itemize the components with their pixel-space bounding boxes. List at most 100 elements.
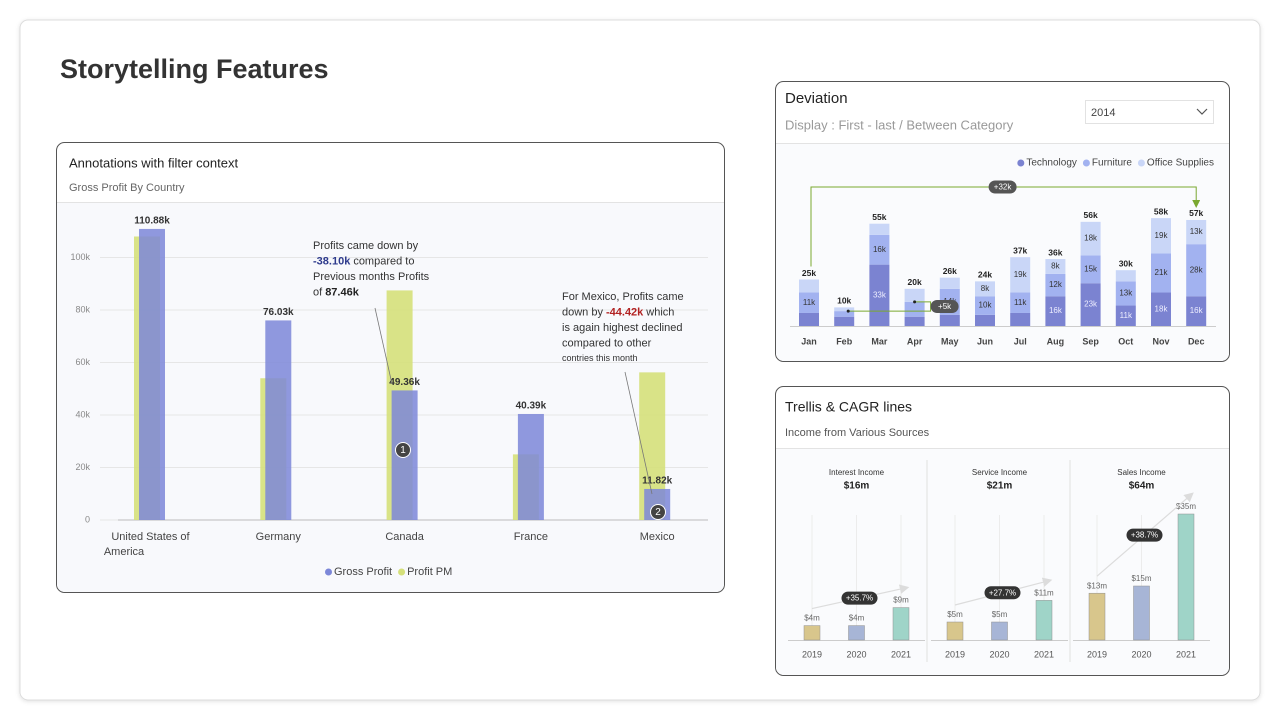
x-tick-label: Germany — [256, 531, 302, 543]
segment-label: 8k — [981, 284, 990, 293]
chart-subtitle: Gross Profit By Country — [69, 182, 185, 194]
annotation-part: contries this month — [562, 353, 638, 363]
data-label: $15m — [1131, 574, 1151, 583]
panel-title: Sales Income — [1117, 468, 1166, 477]
filter-value: 2014 — [1091, 107, 1115, 119]
bar — [1177, 513, 1195, 641]
x-tick-label: Mar — [871, 336, 888, 346]
bar-segment — [1186, 244, 1207, 297]
segment-label: 11k — [1014, 298, 1027, 307]
annotation-text: For Mexico, Profits came — [562, 291, 684, 303]
cagr-label: +27.7% — [989, 588, 1016, 597]
cagr-label: +35.7% — [846, 594, 873, 603]
x-tick-label: United States of America — [104, 531, 193, 558]
x-tick-label: 2020 — [989, 649, 1009, 659]
y-tick-label: 0 — [85, 514, 90, 524]
panel-title: Interest Income — [829, 468, 885, 477]
total-label: 56k — [1084, 210, 1098, 220]
legend-marker — [1017, 159, 1025, 167]
data-label: 49.36k — [389, 377, 420, 388]
segment-label: 11k — [803, 298, 816, 307]
annotation-part: 87.46k — [325, 286, 360, 298]
x-tick-label: Sep — [1082, 336, 1099, 346]
chart-title: Annotations with filter context — [69, 155, 238, 170]
segment-label: 19k — [1014, 270, 1028, 279]
annotation-text: is again highest declined — [562, 322, 682, 334]
bar-segment — [834, 316, 855, 326]
bar — [848, 625, 865, 641]
segment-label: 21k — [1155, 268, 1169, 277]
data-label: 11.82k — [642, 476, 672, 487]
y-tick-label: 40k — [75, 409, 90, 419]
bar-segment — [904, 301, 925, 317]
legend-label: Technology — [1026, 158, 1077, 169]
x-tick-label: 2021 — [1176, 649, 1196, 659]
segment-label: 12k — [1049, 280, 1063, 289]
bar-segment — [1080, 283, 1101, 326]
total-label: 37k — [1013, 245, 1027, 255]
legend-label: Office Supplies — [1147, 158, 1214, 169]
x-tick-label: Jul — [1014, 336, 1027, 346]
annotation-part: Previous months Profits — [313, 271, 430, 283]
bar-segment — [1080, 221, 1101, 256]
y-tick-label: 80k — [75, 304, 90, 314]
bar — [139, 228, 165, 520]
segment-label: 13k — [1119, 289, 1133, 298]
annotation-leader — [624, 371, 653, 495]
segment-label: 13k — [1190, 227, 1204, 236]
deviation-point — [913, 300, 917, 304]
bar-segment — [834, 311, 855, 317]
x-tick-label: Oct — [1118, 336, 1133, 346]
total-label: 26k — [943, 266, 957, 276]
x-tick-label: 2021 — [1034, 649, 1054, 659]
annotation-part: is again highest declined — [562, 322, 682, 334]
data-label: $5m — [992, 610, 1008, 619]
bar-segment — [904, 288, 925, 302]
data-label: 40.39k — [516, 401, 547, 412]
segment-label: 16k — [873, 245, 887, 254]
annotation-marker-label: 1 — [400, 445, 406, 456]
annotation-part: which — [645, 306, 674, 318]
x-tick-label: Mexico — [640, 531, 675, 543]
x-tick-label: 2021 — [891, 649, 911, 659]
annotation-leader — [374, 307, 393, 385]
bar-segment — [1045, 273, 1066, 297]
bar — [265, 320, 292, 520]
total-label: 24k — [978, 270, 992, 280]
bar-segment — [1186, 219, 1207, 245]
bar — [517, 413, 544, 520]
x-tick-label: Apr — [907, 336, 923, 346]
panel-total: $21m — [987, 481, 1013, 492]
bar-segment — [939, 314, 960, 326]
chart-subtitle: Income from Various Sources — [785, 427, 930, 439]
bar-segment — [975, 296, 995, 315]
annotation-part: compared to other — [562, 337, 652, 349]
total-label: 36k — [1048, 247, 1062, 257]
chart-title: Deviation — [785, 90, 848, 107]
annotation-text: Previous months Profits — [313, 271, 430, 283]
segment-label: 10k — [979, 301, 993, 310]
panel-title: Service Income — [972, 468, 1028, 477]
segment-label: 23k — [1084, 300, 1098, 309]
total-label: 20k — [908, 277, 922, 287]
segment-label: 33k — [873, 290, 887, 299]
segment-label: 18k — [1155, 304, 1169, 313]
data-label: $4m — [804, 614, 820, 623]
total-label: 10k — [837, 296, 851, 306]
filter-dropdown[interactable] — [1085, 100, 1214, 124]
bar-segment — [1010, 292, 1031, 313]
bar-segment — [869, 223, 890, 235]
annotation-part: of — [313, 286, 323, 298]
legend-label: Gross Profit — [334, 566, 392, 578]
cagr-bubble — [1126, 528, 1163, 542]
bar-segment — [869, 234, 890, 265]
cagr-label: +38.7% — [1131, 531, 1158, 540]
annotation-part: -38.10k — [313, 255, 351, 267]
y-tick-label: 100k — [70, 252, 90, 262]
total-label: 30k — [1119, 258, 1133, 268]
bar — [892, 607, 910, 641]
x-tick-label: 2019 — [945, 649, 965, 659]
bar-segment — [799, 279, 819, 293]
bar-segment — [1151, 253, 1171, 293]
annotation-part: For Mexico, Profits came — [562, 291, 684, 303]
